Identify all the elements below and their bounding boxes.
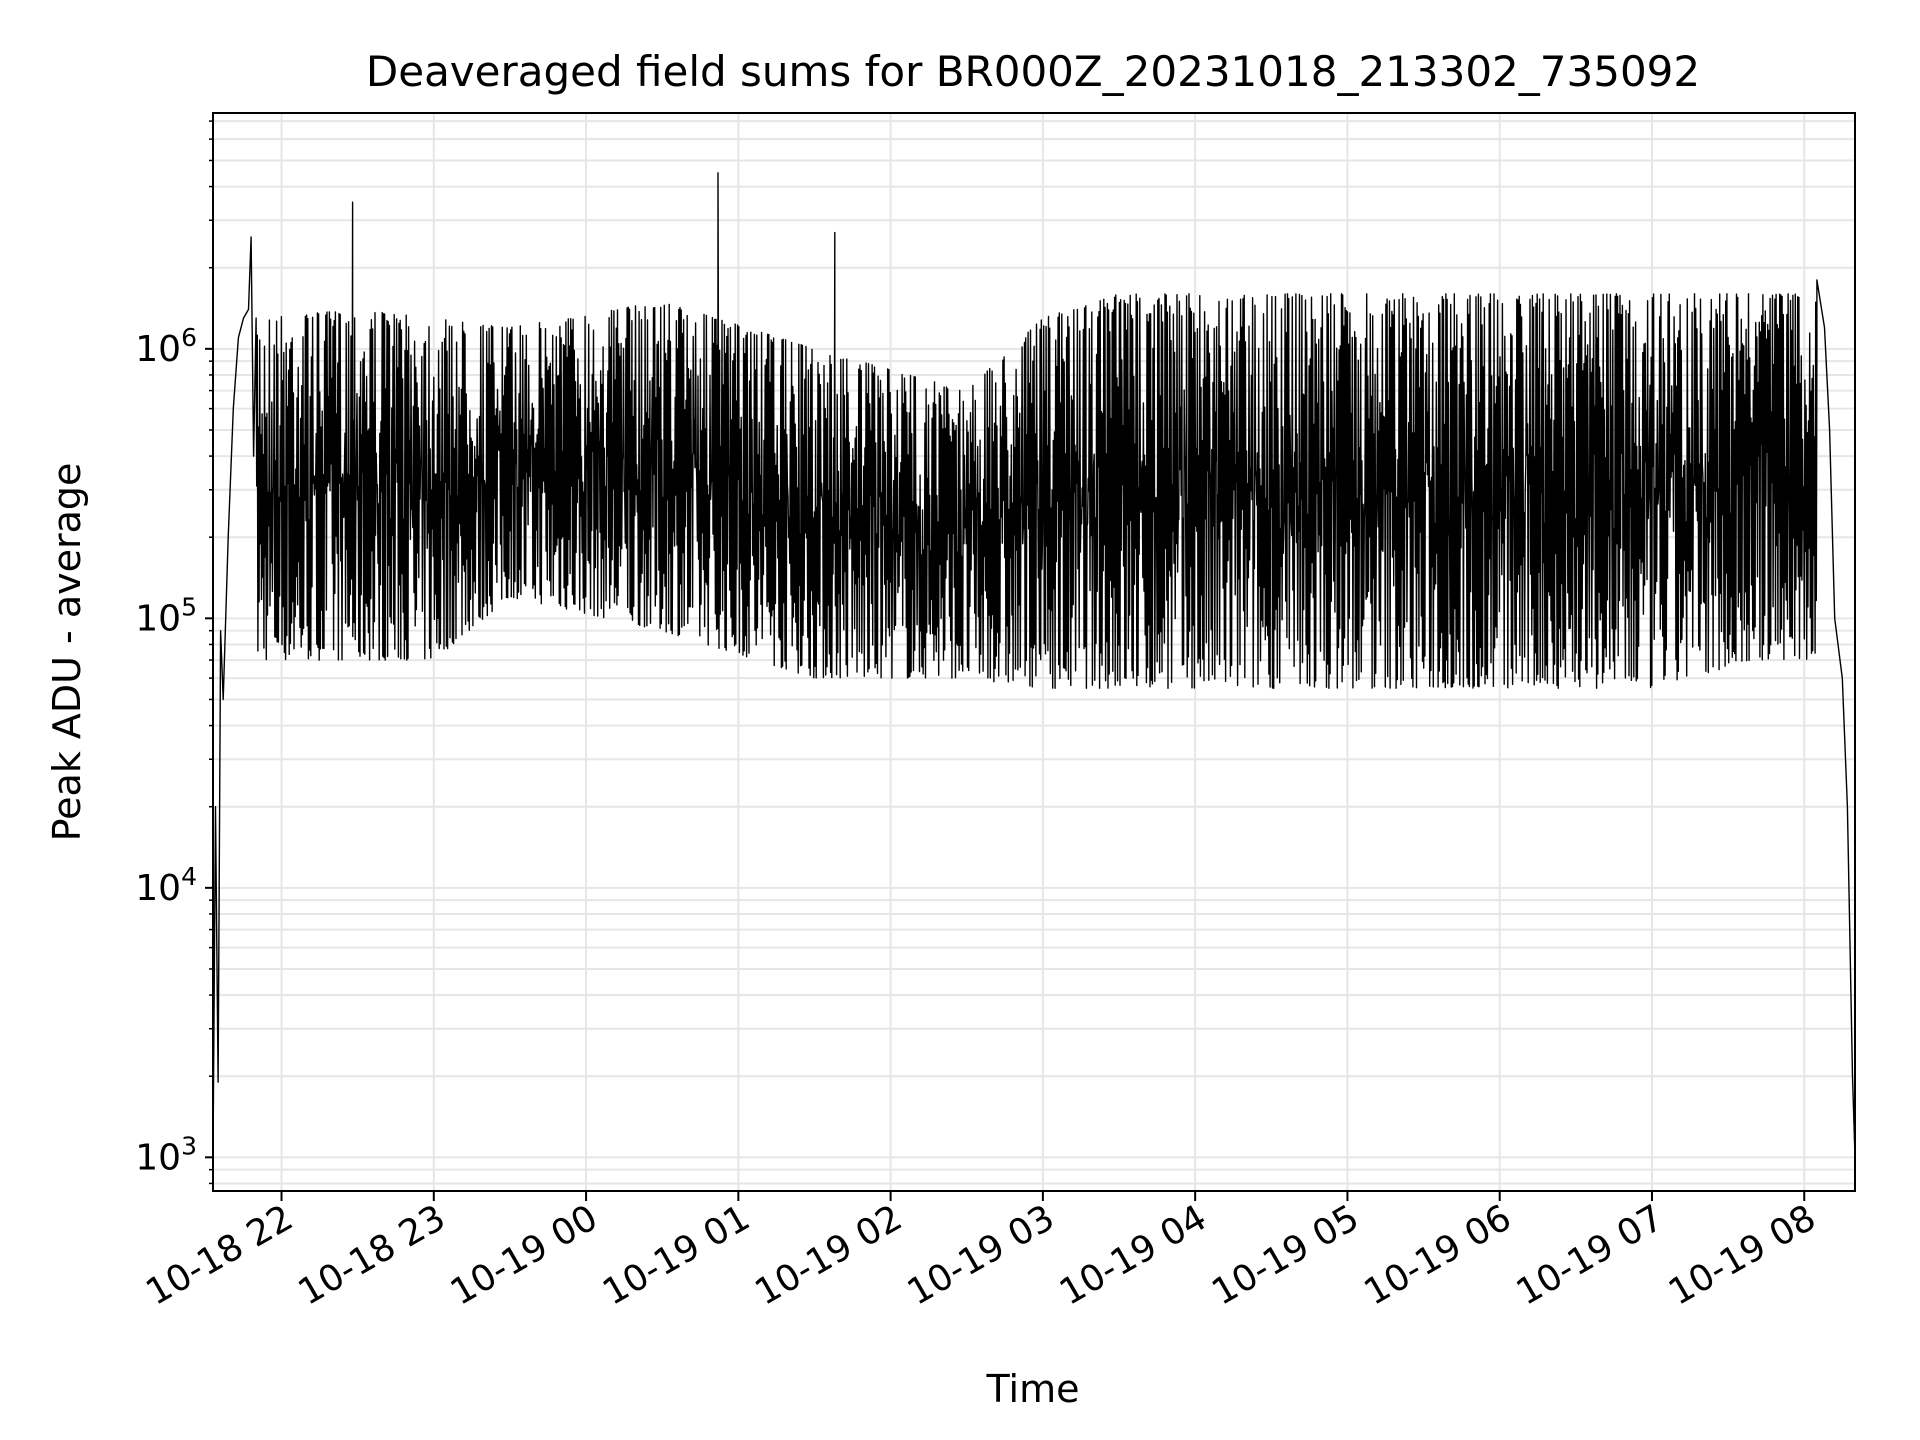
chart-title: Deaveraged field sums for BR000Z_2023101…	[366, 47, 1700, 96]
series-layer	[212, 172, 1856, 1158]
y-axis-label: Peak ADU - average	[45, 463, 89, 842]
plot-frame	[212, 112, 1856, 1192]
series-line	[212, 172, 1856, 1158]
x-axis-label: Time	[986, 1367, 1080, 1411]
y-tick-label: 105	[135, 592, 197, 639]
y-tick-label: 106	[135, 323, 197, 370]
y-tick-label: 103	[135, 1131, 197, 1178]
y-axis: 103 104 105 106	[135, 120, 213, 1185]
y-tick-label: 104	[135, 862, 197, 909]
